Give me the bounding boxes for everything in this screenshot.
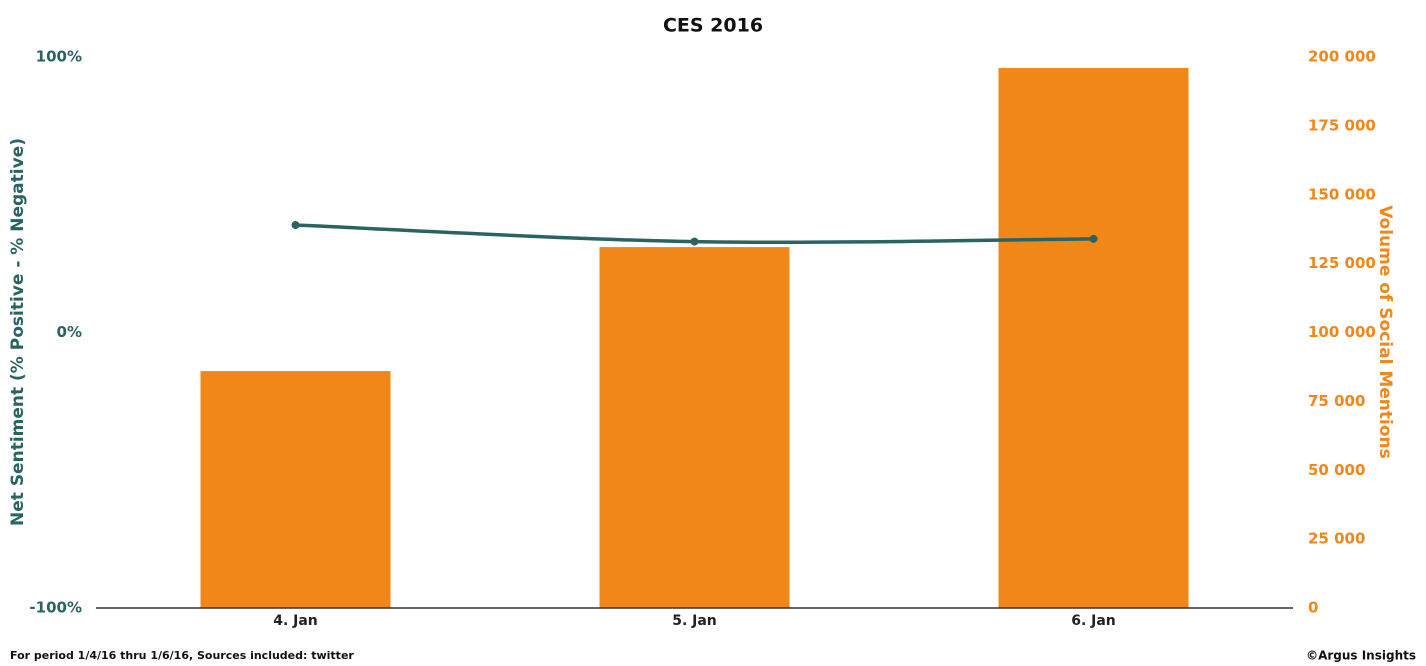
y2-tick-label: 25 000 bbox=[1308, 530, 1365, 548]
x-tick-label: 4. Jan bbox=[273, 613, 318, 629]
x-tick-label: 6. Jan bbox=[1071, 613, 1116, 629]
y-axis-label: Net Sentiment (% Positive - % Negative) bbox=[8, 138, 28, 526]
line-point bbox=[1089, 234, 1098, 243]
footnote: For period 1/4/16 thru 1/6/16, Sources i… bbox=[10, 649, 354, 662]
y-tick-label: 100% bbox=[36, 48, 82, 66]
y2-tick-label: 125 000 bbox=[1308, 254, 1376, 272]
bar bbox=[200, 371, 391, 608]
line-point bbox=[690, 237, 699, 246]
y2-tick-label: 0 bbox=[1308, 599, 1318, 617]
bar bbox=[599, 247, 790, 608]
y2-tick-label: 200 000 bbox=[1308, 48, 1376, 66]
chart-title: CES 2016 bbox=[663, 15, 763, 37]
x-tick-label: 5. Jan bbox=[672, 613, 717, 629]
y-tick-label: 0% bbox=[57, 323, 82, 341]
credit: ©Argus Insights bbox=[1306, 649, 1416, 663]
y2-tick-label: 75 000 bbox=[1308, 392, 1365, 410]
y2-tick-label: 150 000 bbox=[1308, 185, 1376, 203]
y2-axis-label: Volume of Social Mentions bbox=[1375, 205, 1395, 458]
y2-tick-label: 50 000 bbox=[1308, 461, 1365, 479]
line-point bbox=[291, 221, 300, 230]
bar bbox=[998, 68, 1189, 608]
y2-tick-label: 100 000 bbox=[1308, 323, 1376, 341]
y-tick-label: -100% bbox=[29, 599, 82, 617]
y2-tick-label: 175 000 bbox=[1308, 116, 1376, 134]
